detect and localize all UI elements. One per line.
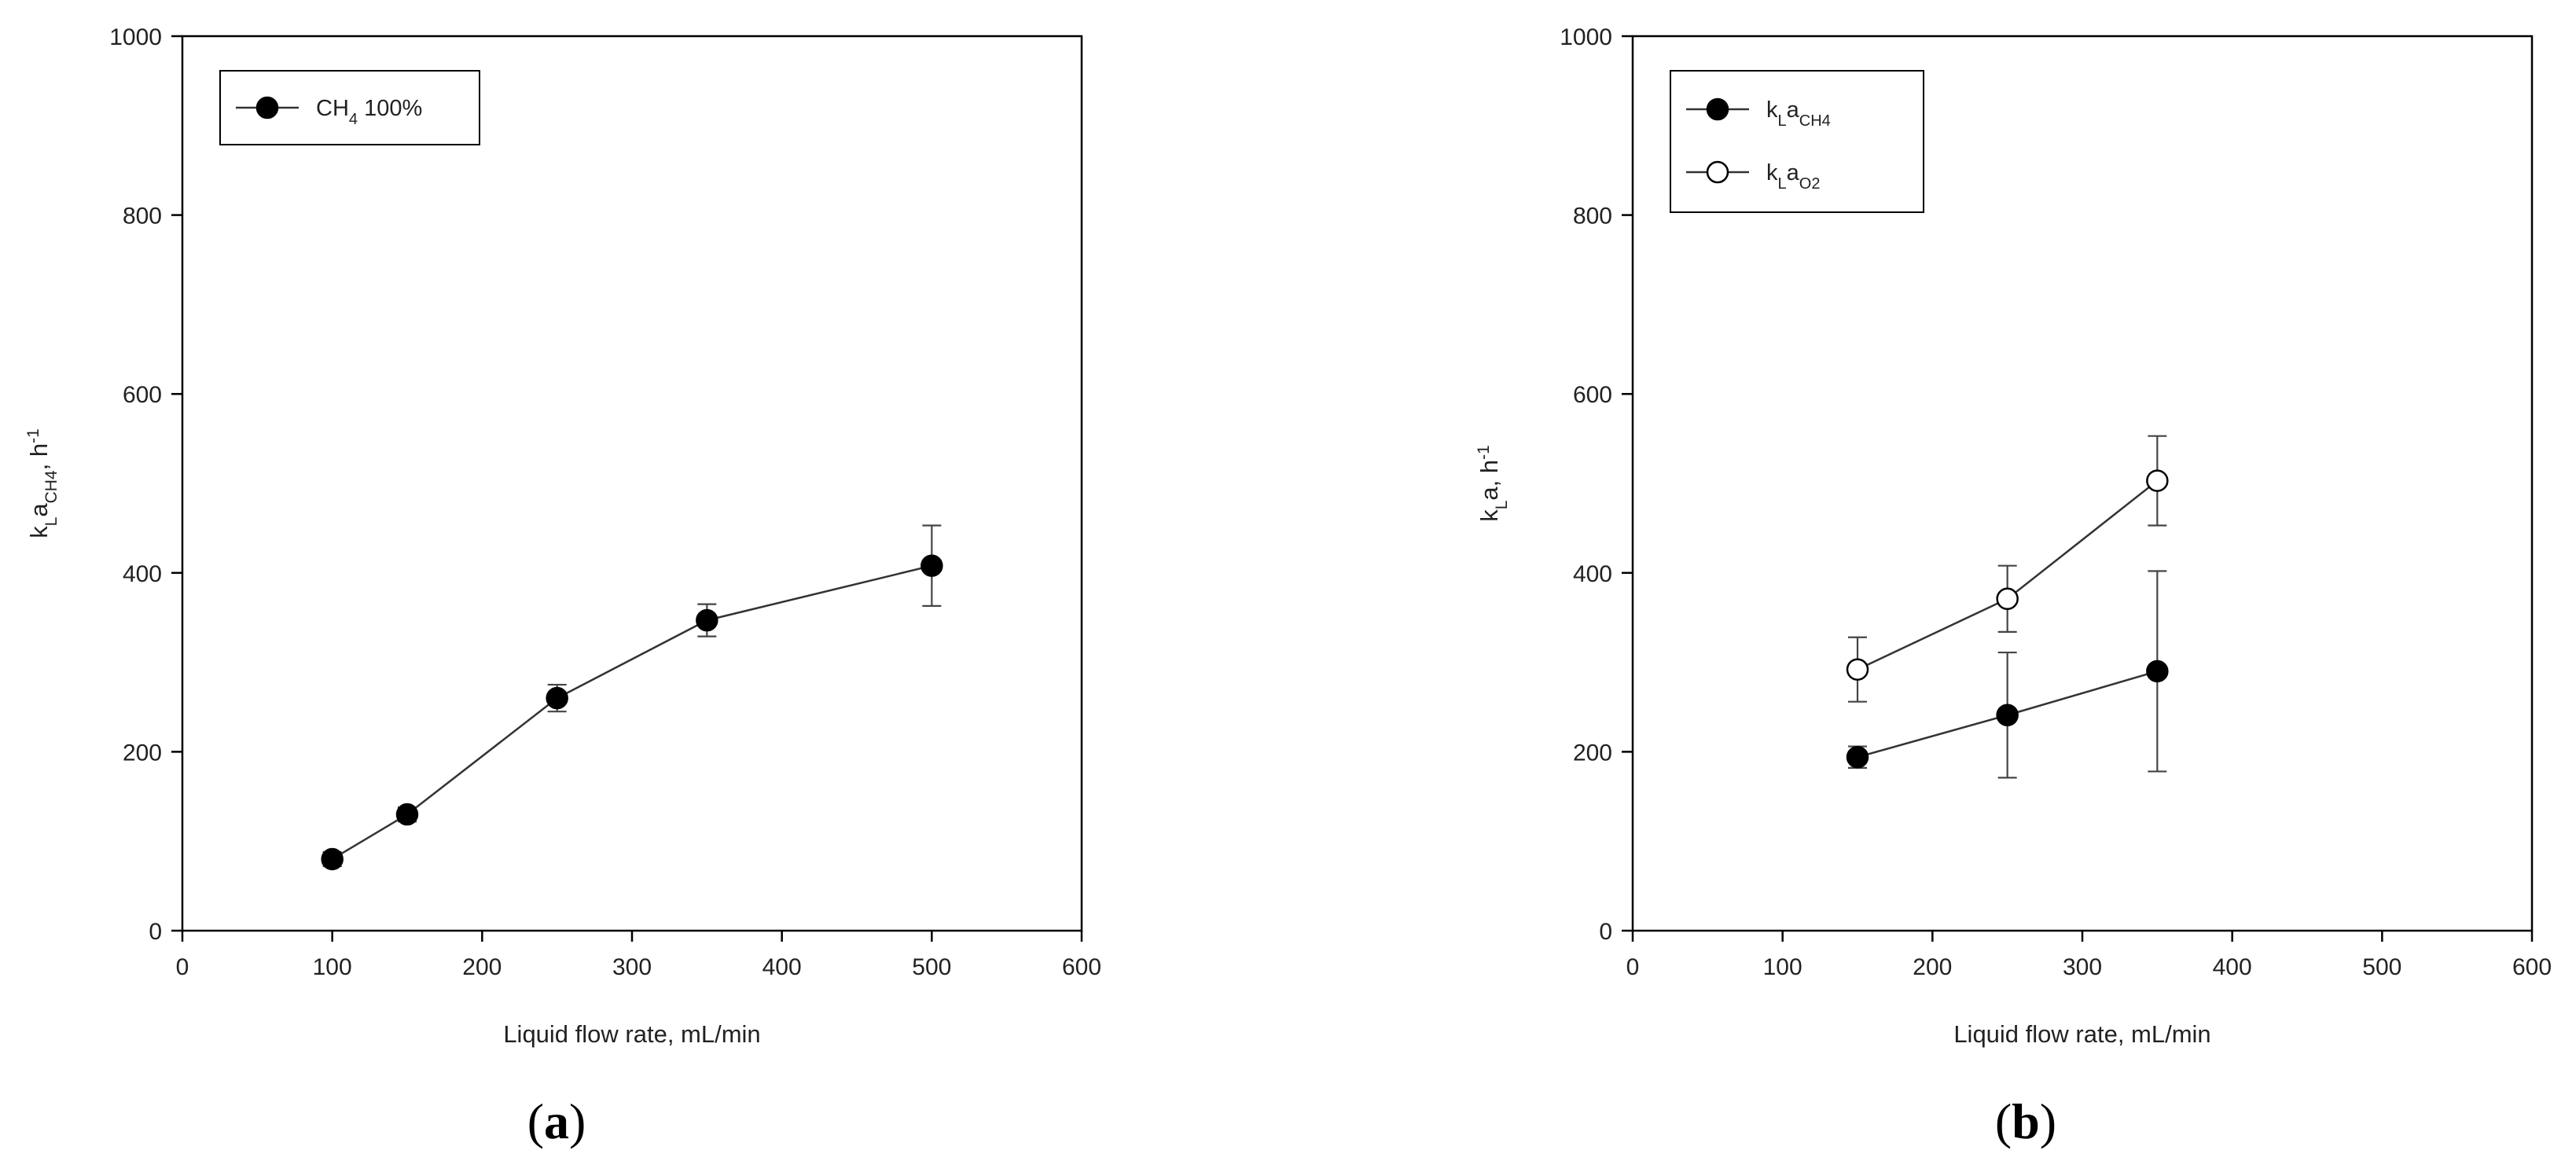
x-tick-label: 300 [612, 954, 652, 980]
y-tick-label: 600 [123, 382, 162, 408]
y-tick-label: 400 [123, 561, 162, 587]
y-axis-label: kLaCH4, h-1 [24, 428, 61, 538]
x-tick-label: 300 [2063, 954, 2102, 980]
x-tick-label: 500 [2362, 954, 2401, 980]
legend: kLaCH4 kLaO2 [1670, 70, 1924, 213]
data-point [1846, 745, 1869, 769]
x-tick-label: 0 [176, 954, 189, 980]
y-tick-label: 800 [123, 204, 162, 230]
data-point [395, 803, 419, 826]
legend-entry: kLaCH4 [1766, 97, 1831, 130]
y-tick-label: 800 [1573, 204, 1612, 230]
x-tick-label: 200 [1913, 954, 1952, 980]
legend-box [1670, 70, 1924, 213]
series-line-0 [332, 564, 932, 861]
data-point [1846, 658, 1869, 681]
legend-entry: kLaO2 [1766, 160, 1820, 193]
x-tick-label: 100 [1763, 954, 1802, 980]
y-tick-label: 1000 [1560, 24, 1612, 50]
x-tick-label: 400 [763, 954, 802, 980]
data-point [696, 608, 718, 632]
x-tick-label: 400 [2213, 954, 2252, 980]
chart-panel-a: 0 100 200 300 400 500 600 0 200 400 600 800 1000 Liqu… [24, 24, 1102, 1048]
x-tick-label: 600 [2512, 954, 2552, 980]
data-point [2146, 659, 2169, 683]
y-tick-label: 600 [1573, 382, 1612, 408]
legend-marker [255, 96, 279, 119]
legend-marker [1706, 160, 1729, 184]
y-tick-label: 200 [1573, 740, 1612, 766]
x-axis-label: Liquid flow rate, mL/min [1953, 1020, 2210, 1048]
y-axis-label: kLa, h-1 [1475, 445, 1511, 522]
panel-caption-b: (b) [1995, 1093, 2056, 1149]
legend: CH4 100% [219, 70, 480, 145]
data-point [546, 686, 568, 710]
x-tick-label: 500 [912, 954, 951, 980]
chart-panel-b: 0 100 200 300 400 500 600 0 200 400 600 800 1000 Liqu… [1475, 24, 2552, 1048]
data-point [1996, 704, 2019, 726]
legend-entry: CH4 100% [316, 96, 422, 128]
y-tick-label: 1000 [109, 24, 162, 50]
x-tick-label: 200 [462, 954, 502, 980]
y-tick-label: 400 [1573, 561, 1612, 587]
x-axis-label: Liquid flow rate, mL/min [503, 1020, 760, 1048]
x-tick-label: 100 [313, 954, 352, 980]
data-point [921, 554, 943, 577]
y-tick-label: 0 [149, 919, 162, 945]
x-tick-label: 0 [1626, 954, 1640, 980]
y-tick-label: 0 [1599, 919, 1612, 945]
plot-frame [181, 35, 1083, 932]
panel-caption-a: (a) [527, 1093, 586, 1149]
x-tick-label: 600 [1062, 954, 1101, 980]
data-point [2146, 469, 2169, 492]
y-tick-label: 200 [123, 740, 162, 766]
data-point [1996, 587, 2019, 611]
data-point [321, 847, 344, 871]
legend-marker [1706, 97, 1729, 121]
